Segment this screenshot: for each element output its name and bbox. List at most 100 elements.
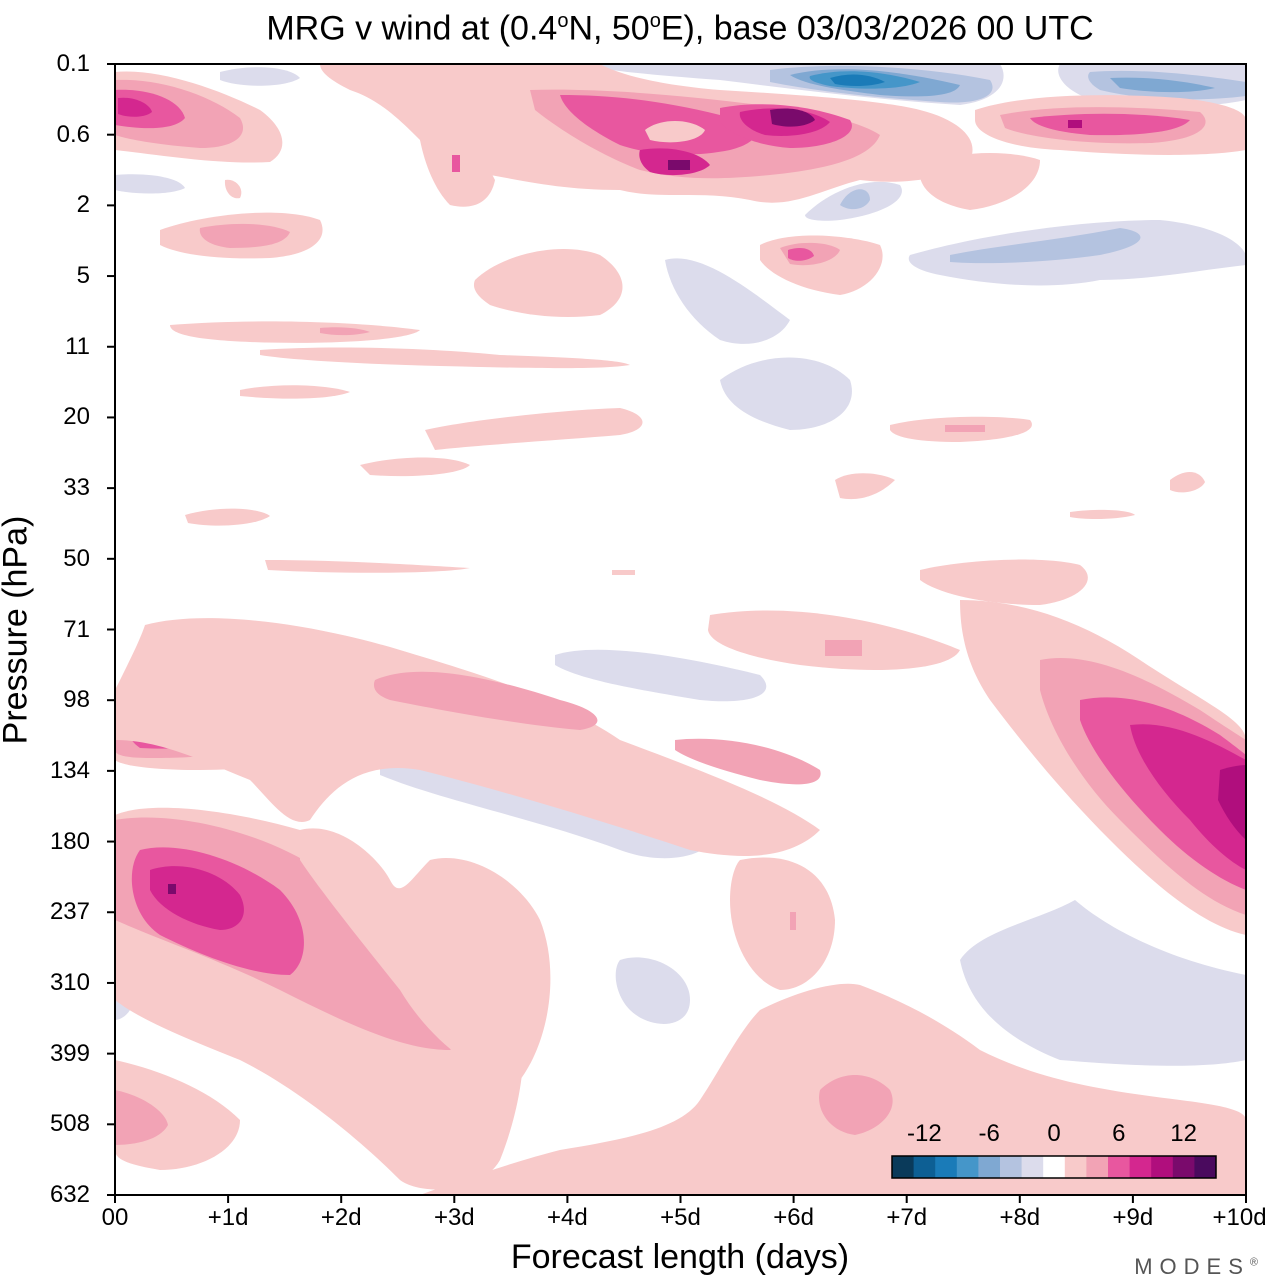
modes-logo: MODES®: [1134, 1254, 1258, 1279]
colorbar-swatch: [913, 1156, 936, 1178]
y-tick-label: 508: [49, 1110, 90, 1138]
x-tick-label: +9d: [1112, 1204, 1154, 1231]
colorbar-swatch: [1194, 1156, 1217, 1178]
pos-region-lower-left-4: [150, 866, 244, 930]
y-tick-label: 0.6: [56, 120, 90, 148]
pos-region-bottom-left: [115, 1060, 240, 1170]
pos-region-lower-left-5: [168, 884, 176, 894]
neg-region-4hPa-right-inner: [950, 228, 1141, 264]
pos-region-top-mid-6: [770, 108, 815, 127]
pos-region-55hPa-left: [265, 560, 470, 573]
pos-region-right-150-5: [1218, 765, 1246, 840]
x-tick-label: +2d: [320, 1204, 362, 1231]
pos-region-2hPa-left-2: [199, 223, 290, 248]
y-tick-label: 399: [49, 1039, 90, 1067]
pos-region-bottom-left-2: [115, 1090, 168, 1145]
colorbar-tick-label: 0: [1047, 1120, 1061, 1147]
positive-contours: [115, 64, 1246, 1195]
pos-region-1hPa-small: [224, 179, 242, 199]
x-tick-label: +4d: [547, 1204, 588, 1231]
pos-region-55hPa-mid: [612, 570, 635, 575]
y-tick-label: 632: [49, 1181, 90, 1208]
colorbar-swatch: [956, 1156, 979, 1178]
y-tick-marks: [107, 63, 115, 1196]
y-tick-label: 134: [49, 756, 90, 784]
pos-region-band-70-230: [115, 618, 820, 856]
pos-region-8hPa-2: [320, 327, 370, 336]
y-tick-label: 98: [63, 686, 90, 714]
pos-region-lower-mid: [300, 828, 551, 1080]
y-tick-label: 20: [63, 403, 90, 431]
pos-region-1hPa-mid: [420, 139, 495, 207]
colorbar: [891, 1155, 1217, 1179]
pos-region-33hPa-far-right: [1170, 471, 1205, 493]
pos-region-75-mid-2: [825, 640, 862, 656]
pos-region-top-mid-hole: [645, 121, 705, 143]
y-tick-label: 11: [65, 332, 90, 360]
pos-region-8hPa: [170, 321, 420, 343]
colorbar-swatch: [1108, 1156, 1131, 1178]
neg-region-top-mid-5: [830, 74, 885, 87]
pos-region-700-900-tick: [790, 912, 796, 930]
pos-region-12hPa: [260, 347, 630, 369]
pos-region-17hPa: [240, 385, 350, 399]
pos-region-55-right: [920, 559, 1088, 605]
pos-region-top-left-4: [118, 97, 152, 117]
pos-region-100-right-band: [373, 671, 598, 730]
x-tick-label: +7d: [886, 1204, 928, 1231]
y-tick-label: 2: [76, 191, 90, 219]
pos-region-top-right-3: [1030, 113, 1190, 136]
y-tick-label: 5: [76, 262, 90, 290]
pos-region-38hPa: [185, 508, 270, 526]
pos-region-4hPa-mid-3: [788, 248, 814, 261]
pos-region-bottom-right-2: [819, 1075, 893, 1135]
pos-region-top-mid-8: [668, 160, 690, 170]
y-axis-label: Pressure (hPa): [0, 515, 35, 745]
pos-region-27hPa: [360, 457, 470, 477]
pos-region-33hPa-right: [835, 473, 895, 500]
neg-region-85: [555, 649, 767, 702]
neg-region-1hPa-left: [115, 174, 185, 194]
x-tick-label: +3d: [433, 1204, 475, 1231]
colorbar-tick-label: -12: [907, 1120, 942, 1147]
pos-region-1hPa-mid-2: [452, 155, 460, 172]
chart-title: MRG v wind at (0.4oN, 50oE), base 03/03/…: [266, 9, 1094, 48]
pos-region-38hPa-right: [1070, 509, 1135, 520]
pos-region-5hPa-mid: [473, 249, 623, 317]
x-tick-label: +10d: [1212, 1204, 1267, 1231]
colorbar-swatch: [1000, 1156, 1023, 1178]
x-tick-label: +5d: [660, 1204, 701, 1231]
colorbar-tick-label: -6: [978, 1120, 1000, 1147]
x-tick-label: +1d: [207, 1204, 249, 1231]
y-tick-label: 50: [63, 544, 90, 572]
colorbar-swatch: [935, 1156, 958, 1178]
y-tick-label: 0.1: [56, 50, 90, 77]
pos-region-700-900: [730, 857, 835, 990]
y-tick-label: 71: [63, 615, 90, 643]
colorbar-swatch: [1172, 1156, 1195, 1178]
x-tick-label: +8d: [999, 1204, 1041, 1231]
pos-region-top-right-4: [1068, 120, 1082, 128]
pos-region-mid-right-band: [675, 738, 821, 785]
neg-region-5hPa: [665, 258, 790, 344]
colorbar-swatch: [1086, 1156, 1109, 1178]
colorbar-swatch: [1043, 1156, 1066, 1178]
neg-region-top-left: [220, 67, 300, 86]
x-tick-label: +6d: [773, 1204, 814, 1231]
x-tick-marks: [114, 1195, 1247, 1203]
colorbar-swatch: [978, 1156, 1001, 1178]
x-axis-label: Forecast length (days): [510, 1238, 850, 1276]
colorbar-swatch: [1064, 1156, 1087, 1178]
colorbar-frame: [891, 1155, 1217, 1179]
neg-region-15hPa: [720, 357, 852, 430]
colorbar-tick-label: 12: [1170, 1120, 1197, 1147]
pos-region-22hPa-right-2: [945, 425, 985, 432]
colorbar-tick-label: 6: [1112, 1120, 1126, 1147]
neg-region-small-300: [615, 957, 690, 1024]
x-tick-label: 00: [101, 1204, 129, 1231]
pos-region-1hPa-right: [919, 153, 1040, 210]
pos-region-22hPa-left: [425, 408, 643, 450]
y-tick-label: 237: [49, 898, 90, 926]
neg-region-top-right-3: [1110, 77, 1215, 93]
